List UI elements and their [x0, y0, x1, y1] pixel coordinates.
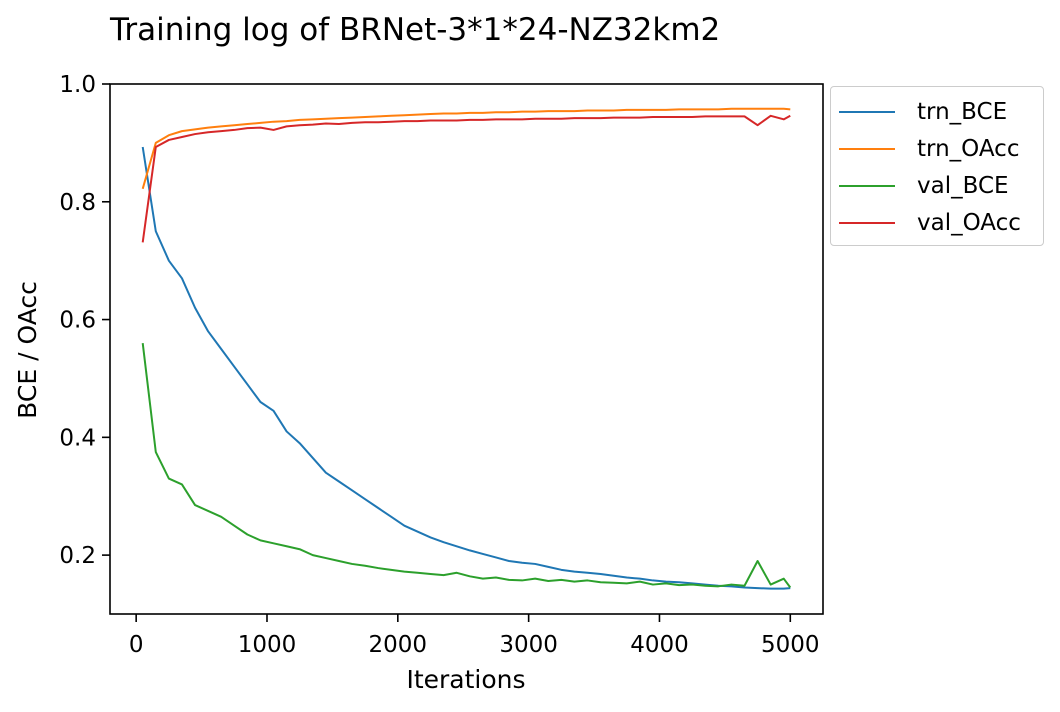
- legend-item-trn-bce: trn_BCE: [839, 97, 1007, 127]
- series-line-trn-bce: [141, 146, 791, 590]
- legend-label-val-bce: val_BCE: [917, 173, 1009, 199]
- legend-item-val-oacc: val_OAcc: [839, 208, 1021, 238]
- y-axis: 0.2 0.4 0.6 0.8 1.0: [59, 72, 110, 569]
- y-tick-label: 0.8: [59, 190, 96, 216]
- x-tick-label: 0: [129, 632, 144, 658]
- legend-item-trn-oacc: trn_OAcc: [839, 134, 1019, 164]
- y-tick-label: 0.2: [59, 543, 96, 569]
- plot-area: [109, 83, 824, 615]
- series-line-val-bce: [141, 342, 792, 589]
- legend-label-val-oacc: val_OAcc: [917, 210, 1021, 236]
- legend-label-trn-bce: trn_BCE: [917, 99, 1008, 125]
- x-axis: 0 1000 2000 3000 4000 5000: [129, 614, 820, 658]
- chart-title: Training log of BRNet-3*1*24-NZ32km2: [109, 12, 720, 48]
- legend: trn_BCE trn_OAcc val_BCE val_OAcc: [830, 86, 1044, 246]
- legend-item-val-bce: val_BCE: [839, 171, 1009, 201]
- legend-swatch-val-oacc: [839, 222, 895, 224]
- legend-swatch-val-bce: [839, 185, 895, 187]
- legend-swatch-trn-oacc: [839, 148, 895, 150]
- x-axis-label: Iterations: [406, 665, 525, 694]
- x-tick-label: 1000: [238, 632, 297, 658]
- x-tick-label: 3000: [499, 632, 558, 658]
- x-tick-label: 4000: [630, 632, 689, 658]
- series-line-val-oacc: [141, 114, 791, 243]
- y-tick-label: 0.4: [59, 425, 96, 451]
- x-tick-label: 5000: [761, 632, 820, 658]
- y-tick-label: 0.6: [59, 308, 96, 334]
- x-tick-label: 2000: [369, 632, 428, 658]
- series-line-trn-oacc: [141, 107, 791, 190]
- y-tick-label: 1.0: [59, 72, 96, 98]
- y-axis-label: BCE / OAcc: [13, 281, 42, 419]
- legend-label-trn-oacc: trn_OAcc: [917, 136, 1020, 162]
- plot-frame: [109, 83, 824, 615]
- legend-swatch-trn-bce: [839, 111, 895, 113]
